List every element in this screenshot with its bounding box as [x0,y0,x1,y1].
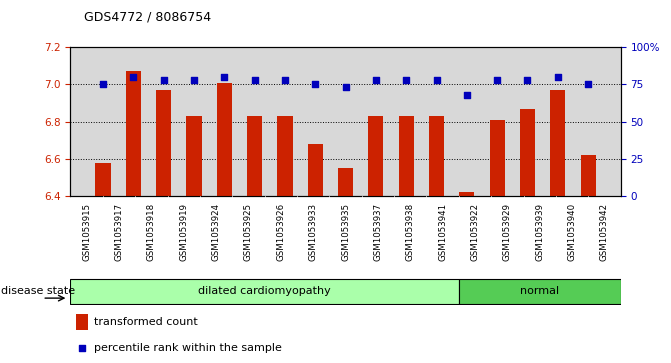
Bar [217,82,232,196]
Text: dilated cardiomyopathy: dilated cardiomyopathy [198,286,331,296]
Point [310,81,321,87]
Point [492,77,503,83]
Bar [399,116,414,196]
Bar [580,155,596,196]
Text: GSM1053917: GSM1053917 [115,203,123,261]
Text: disease state: disease state [1,286,74,296]
Bar [429,116,444,196]
Text: transformed count: transformed count [93,317,197,327]
Bar [277,116,293,196]
Point [98,81,109,87]
Text: percentile rank within the sample: percentile rank within the sample [93,343,281,354]
Point [76,346,87,351]
Text: GSM1053940: GSM1053940 [568,203,576,261]
Point [401,77,411,83]
Bar [459,192,474,196]
Point [431,77,442,83]
Text: GSM1053935: GSM1053935 [341,203,350,261]
Point [340,85,351,90]
Point [462,92,472,98]
Text: GDS4772 / 8086754: GDS4772 / 8086754 [84,11,211,24]
Bar [308,144,323,196]
Point [128,74,139,80]
Text: GSM1053933: GSM1053933 [309,203,317,261]
Text: GSM1053938: GSM1053938 [406,203,415,261]
Bar [459,279,621,303]
Bar [520,109,535,196]
Bar [95,163,111,196]
Point [522,77,533,83]
Text: GSM1053924: GSM1053924 [211,203,221,261]
Text: GSM1053926: GSM1053926 [276,203,285,261]
Bar [70,279,459,303]
Bar [156,90,171,196]
Text: GSM1053915: GSM1053915 [82,203,91,261]
Text: GSM1053922: GSM1053922 [470,203,480,261]
Point [582,81,593,87]
Text: GSM1053929: GSM1053929 [503,203,512,261]
Text: GSM1053942: GSM1053942 [600,203,609,261]
Bar [490,120,505,196]
Text: GSM1053941: GSM1053941 [438,203,447,261]
Text: GSM1053918: GSM1053918 [147,203,156,261]
Text: GSM1053937: GSM1053937 [374,203,382,261]
Point [158,77,169,83]
Text: GSM1053919: GSM1053919 [179,203,189,261]
Text: GSM1053939: GSM1053939 [535,203,544,261]
Point [370,77,381,83]
Point [552,74,563,80]
Point [189,77,199,83]
Bar [368,116,383,196]
Text: normal: normal [520,286,560,296]
Bar [125,72,141,196]
Bar [550,90,566,196]
Bar [187,116,201,196]
Bar [76,314,88,330]
Text: GSM1053925: GSM1053925 [244,203,253,261]
Point [249,77,260,83]
Point [219,74,229,80]
Bar [338,168,353,196]
Point [280,77,291,83]
Bar [247,116,262,196]
